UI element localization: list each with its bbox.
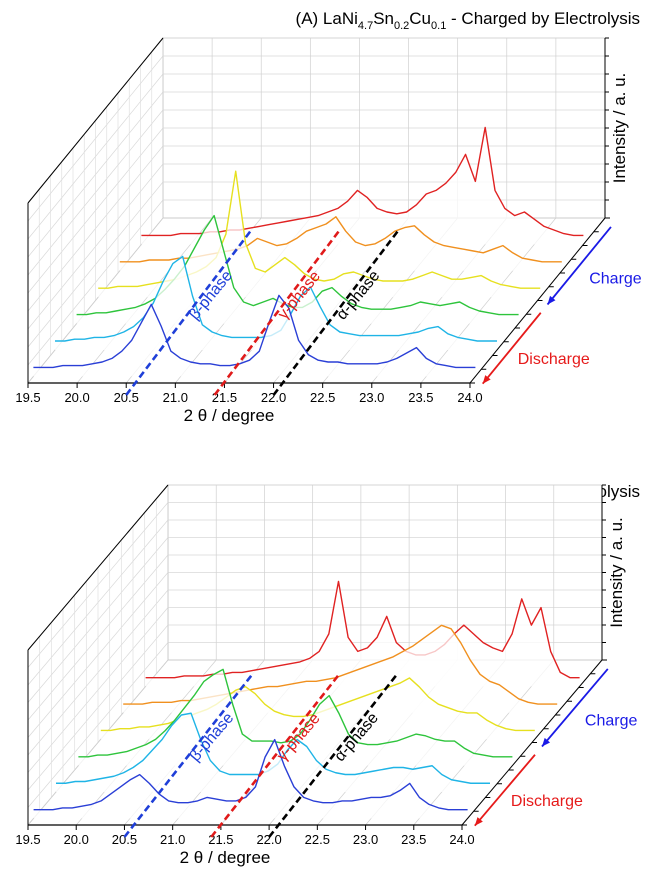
x-axis-label: 2 θ / degree (180, 848, 271, 867)
curve-backdrop (56, 713, 490, 792)
floor-grid-line (76, 217, 213, 384)
curve-backdrop (55, 256, 497, 350)
x-tick-label: 23.0 (353, 832, 378, 847)
charge-arrow-head (547, 295, 556, 305)
x-tick-label: 23.5 (408, 390, 433, 405)
curve-backdrop (123, 625, 558, 713)
floor-grid-line (27, 659, 169, 826)
spectrum-line (33, 738, 468, 811)
discharge-arrow-head (482, 375, 491, 384)
phase-marker (268, 672, 399, 838)
spectrum-line (78, 668, 513, 758)
x-axis-label: 2 θ / degree (184, 406, 275, 425)
x-tick-label: 20.0 (64, 390, 89, 405)
x-tick-label: 23.5 (401, 832, 426, 847)
x-tick-label: 22.0 (256, 832, 281, 847)
depth-label: Charge (585, 713, 638, 730)
panel: (A) LaNi4.7Sn0.2Cu0.1 - Charged by Elect… (15, 9, 641, 425)
x-tick-label: 21.0 (160, 832, 185, 847)
x-tick-label: 19.5 (15, 390, 40, 405)
discharge-arrow (482, 312, 542, 385)
x-tick-label: 21.5 (208, 832, 233, 847)
floor-grid-line (75, 659, 217, 826)
phase-marker (125, 230, 252, 396)
x-tick-label: 24.0 (457, 390, 482, 405)
curve-backdrop (33, 295, 476, 377)
x-tick-label: 21.0 (163, 390, 188, 405)
phase-marker (123, 672, 255, 838)
discharge-arrow-head (474, 817, 483, 826)
panel: (B) LaNi4.7Sn0.2Cu0.1 - Pt - Charged by … (15, 482, 640, 867)
curve-backdrop (141, 127, 584, 245)
y-axis-label: Intensity / a. u. (607, 517, 626, 628)
axis-line (27, 484, 169, 651)
x-tick-label: 20.5 (114, 390, 139, 405)
curve-backdrop (33, 739, 468, 819)
x-tick-label: 21.5 (212, 390, 237, 405)
chart-title: (A) LaNi4.7Sn0.2Cu0.1 - Charged by Elect… (296, 9, 640, 32)
x-tick-label: 23.0 (359, 390, 384, 405)
charge-arrow (541, 668, 609, 748)
x-tick-label: 20.5 (112, 832, 137, 847)
charge-arrow (546, 226, 612, 306)
depth-label: Discharge (511, 793, 583, 810)
phase-marker (210, 672, 342, 838)
phase-marker (213, 230, 340, 396)
x-tick-label: 22.5 (310, 390, 335, 405)
depth-label: Charge (589, 271, 642, 288)
charge-arrow-head (542, 737, 551, 747)
axis-line (27, 37, 164, 204)
spectrum-line (33, 294, 476, 369)
phase-marker (272, 230, 399, 396)
x-tick-label: 19.5 (15, 832, 40, 847)
floor-grid-line (27, 217, 164, 384)
x-tick-label: 22.0 (261, 390, 286, 405)
floor-grid-line (413, 659, 555, 826)
x-tick-label: 24.0 (449, 832, 474, 847)
y-axis-label: Intensity / a. u. (610, 73, 629, 184)
floor-grid-line (420, 217, 557, 384)
depth-label: Discharge (518, 351, 590, 368)
x-tick-label: 22.5 (305, 832, 330, 847)
floor-grid-line (371, 217, 508, 384)
x-tick-label: 20.0 (64, 832, 89, 847)
discharge-arrow (474, 754, 536, 827)
